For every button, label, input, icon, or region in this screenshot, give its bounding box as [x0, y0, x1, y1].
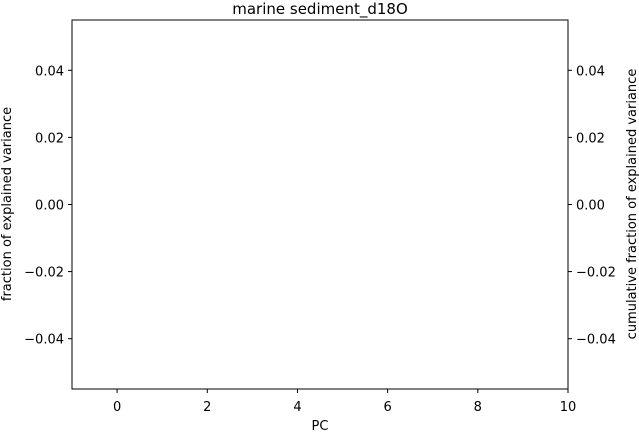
- x-tick-label: 2: [203, 400, 211, 415]
- y-tick-label-right: −0.04: [576, 333, 616, 348]
- y-tick-label-right: 0.04: [576, 64, 605, 79]
- y-tick-label-right: 0.00: [576, 199, 605, 214]
- y-tick-label-right: 0.02: [576, 131, 605, 146]
- plot-frame: [71, 19, 569, 390]
- y-axis-ticks-right: −0.04 −0.02 0.00 0.02 0.04: [568, 64, 616, 348]
- y-axis-label-right: cumulative fraction of explained varianc…: [625, 69, 639, 340]
- y-tick-label-left: 0.02: [35, 131, 64, 146]
- y-tick-label-left: 0.04: [35, 64, 64, 79]
- chart-title: marine sediment_d18O: [232, 0, 408, 19]
- x-tick-label: 4: [293, 400, 301, 415]
- y-tick-label-left: −0.02: [24, 266, 64, 281]
- x-tick-label: 6: [383, 400, 391, 415]
- y-axis-label-left: fraction of explained variance: [0, 107, 15, 301]
- x-tick-label: 8: [474, 400, 482, 415]
- y-tick-label-right: −0.02: [576, 266, 616, 281]
- x-tick-label: 0: [113, 400, 121, 415]
- x-axis-label: PC: [312, 419, 329, 433]
- y-tick-label-left: 0.00: [35, 199, 64, 214]
- x-tick-label: 10: [560, 400, 577, 415]
- y-tick-label-left: −0.04: [24, 333, 64, 348]
- y-axis-ticks-left: −0.04 −0.02 0.00 0.02 0.04: [24, 64, 72, 348]
- x-axis-ticks: 0 2 4 6 8 10: [113, 389, 576, 415]
